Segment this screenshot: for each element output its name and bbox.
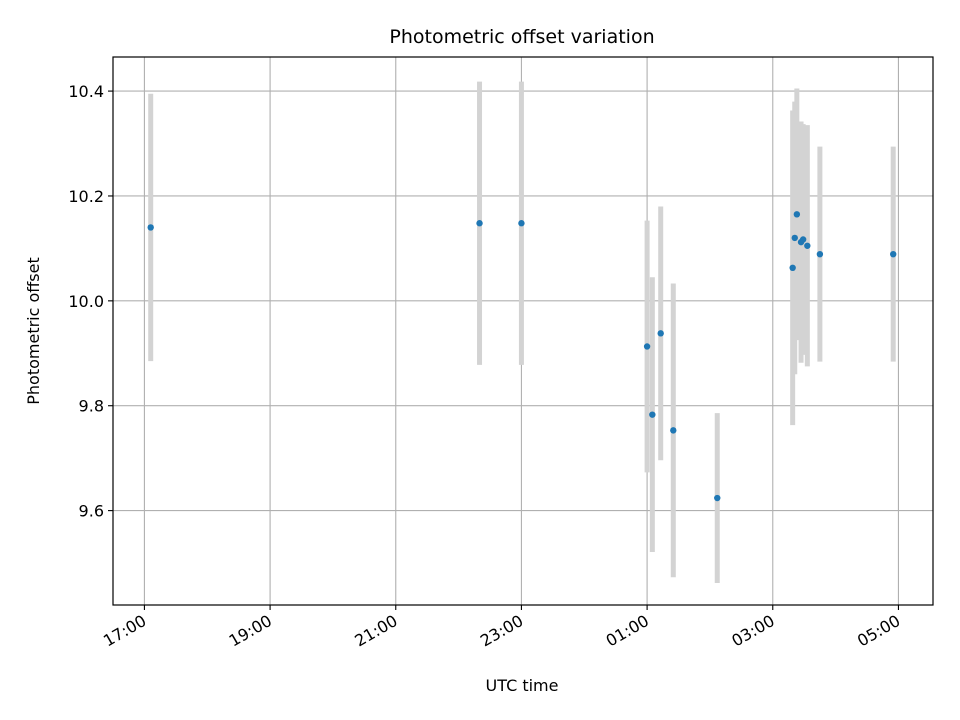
data-point [791, 234, 798, 242]
y-tick-label: 10.4 [68, 82, 104, 101]
data-points [147, 211, 897, 502]
data-point [789, 264, 796, 272]
data-point [793, 211, 801, 218]
y-axis-ticks: 9.6 9.8 10.0 10.2 10.4 [68, 82, 113, 521]
y-tick-label: 9.8 [79, 397, 104, 416]
data-point [518, 220, 525, 227]
chart-title: Photometric offset variation [389, 26, 654, 48]
x-axis-label: UTC time [486, 676, 559, 695]
data-point [890, 250, 897, 258]
y-tick-label: 10.2 [68, 187, 104, 206]
data-point [799, 236, 807, 243]
y-tick-label: 10.0 [68, 292, 104, 311]
data-point [804, 242, 811, 249]
plot-area-frame [112, 56, 934, 606]
data-point [816, 250, 824, 258]
data-point [643, 343, 651, 350]
data-point [476, 220, 483, 227]
y-tick-label: 9.6 [79, 502, 104, 521]
data-point [714, 494, 721, 502]
y-axis-label: Photometric offset [24, 257, 43, 405]
data-point [649, 411, 656, 418]
data-point [147, 224, 154, 231]
data-point [670, 427, 677, 434]
data-point [657, 330, 664, 337]
